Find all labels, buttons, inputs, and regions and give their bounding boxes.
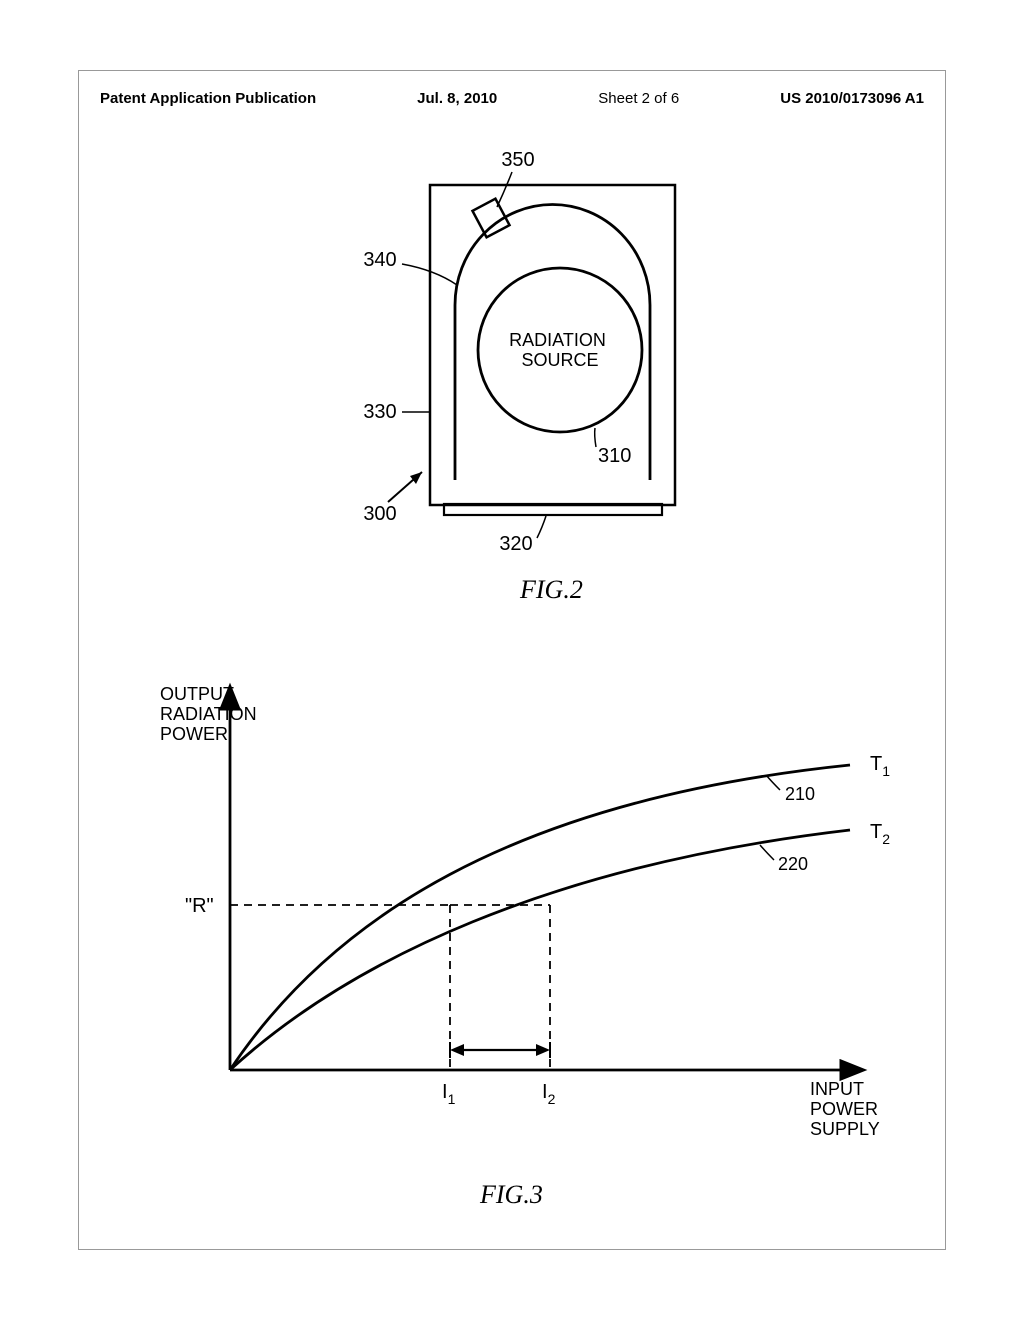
- fig3-svg: OUTPUT RADIATION POWER INPUT POWER SUPPL…: [160, 684, 890, 1139]
- delta-arrow-left: [450, 1044, 464, 1056]
- ref-300: 300: [363, 503, 396, 525]
- ref-320: 320: [499, 533, 532, 555]
- publication-number: US 2010/0173096 A1: [780, 90, 924, 107]
- publication-type: Patent Application Publication: [100, 90, 316, 107]
- ref-220: 220: [778, 854, 808, 874]
- radiation-source-label: RADIATION SOURCE: [509, 330, 611, 370]
- ref-210: 210: [785, 784, 815, 804]
- leader-210: [766, 775, 780, 790]
- curve-t2-label: T2: [870, 821, 890, 847]
- i2-label: I2: [542, 1081, 556, 1107]
- sheet-number: Sheet 2 of 6: [598, 90, 679, 107]
- ref-310: 310: [598, 445, 631, 467]
- figure-2-diagram: RADIATION SOURCE 350 340 330 300 310 320: [340, 150, 720, 590]
- ref-340: 340: [363, 249, 396, 271]
- figure-2-caption: FIG.2: [520, 575, 583, 605]
- leader-220: [760, 845, 774, 860]
- page-header: Patent Application Publication Jul. 8, 2…: [100, 90, 924, 107]
- ref-350: 350: [501, 150, 534, 171]
- figure-3-chart: OUTPUT RADIATION POWER INPUT POWER SUPPL…: [130, 670, 910, 1170]
- ref-330: 330: [363, 401, 396, 423]
- i1-label: I1: [442, 1081, 456, 1107]
- fig2-svg: RADIATION SOURCE 350 340 330 300 310 320: [363, 150, 675, 555]
- figure-3-caption: FIG.3: [480, 1180, 543, 1210]
- leader-350: [497, 172, 512, 207]
- leader-310: [595, 428, 596, 447]
- publication-date: Jul. 8, 2010: [417, 90, 497, 107]
- curve-t2: [230, 830, 850, 1070]
- x-axis-label: INPUT POWER SUPPLY: [810, 1079, 883, 1139]
- delta-arrow-right: [536, 1044, 550, 1056]
- r-label: "R": [185, 895, 214, 917]
- curve-t1-label: T1: [870, 753, 890, 779]
- y-axis-label: OUTPUT RADIATION POWER: [160, 684, 262, 744]
- leader-320: [537, 516, 546, 538]
- curve-t1: [230, 765, 850, 1070]
